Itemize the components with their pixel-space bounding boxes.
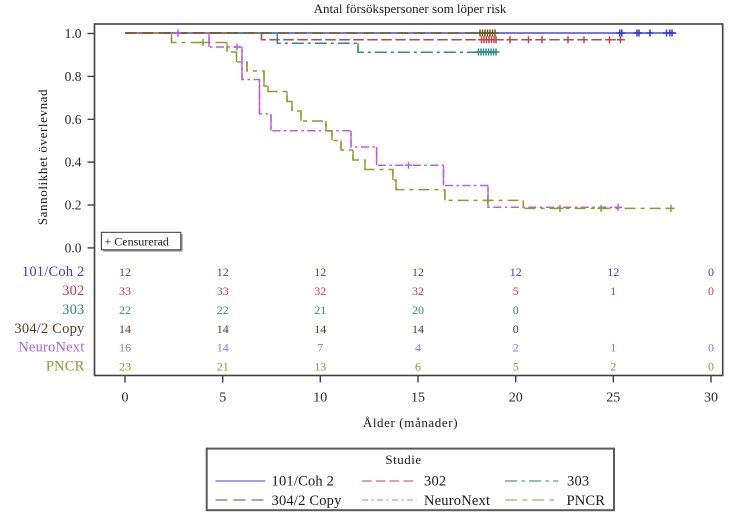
svg-text:21: 21	[314, 303, 326, 317]
svg-text:7: 7	[317, 341, 323, 355]
svg-text:22: 22	[119, 303, 131, 317]
svg-text:0.8: 0.8	[65, 69, 82, 84]
svg-text:0: 0	[708, 265, 714, 279]
svg-text:4: 4	[415, 341, 421, 355]
svg-text:5: 5	[513, 284, 519, 298]
svg-text:15: 15	[411, 391, 425, 406]
svg-text:10: 10	[313, 391, 327, 406]
svg-text:NeuroNext: NeuroNext	[424, 493, 490, 509]
svg-text:1: 1	[610, 341, 616, 355]
svg-text:0: 0	[513, 303, 519, 317]
svg-text:30: 30	[704, 391, 718, 406]
svg-text:20: 20	[412, 303, 424, 317]
svg-text:Studie: Studie	[385, 452, 421, 467]
svg-text:303: 303	[567, 473, 589, 489]
svg-text:Sannolikhet överlevnad: Sannolikhet överlevnad	[35, 89, 50, 225]
svg-text:PNCR: PNCR	[567, 493, 606, 509]
svg-text:25: 25	[606, 391, 620, 406]
svg-text:33: 33	[217, 284, 229, 298]
svg-text:0.2: 0.2	[65, 198, 82, 213]
svg-text:303: 303	[62, 302, 84, 318]
svg-text:20: 20	[509, 391, 523, 406]
svg-text:0: 0	[122, 391, 129, 406]
svg-text:32: 32	[412, 284, 424, 298]
svg-text:0: 0	[708, 341, 714, 355]
svg-text:302: 302	[62, 283, 84, 299]
svg-text:12: 12	[607, 265, 619, 279]
svg-text:0.4: 0.4	[65, 155, 82, 170]
svg-text:304/2 Copy: 304/2 Copy	[272, 493, 343, 509]
svg-text:23: 23	[119, 359, 131, 373]
svg-text:12: 12	[217, 265, 229, 279]
svg-text:12: 12	[412, 265, 424, 279]
svg-text:1.0: 1.0	[65, 26, 82, 41]
svg-text:304/2 Copy: 304/2 Copy	[14, 321, 85, 337]
svg-text:2: 2	[610, 359, 616, 373]
svg-text:14: 14	[119, 322, 131, 336]
svg-text:12: 12	[510, 265, 522, 279]
svg-text:1: 1	[610, 284, 616, 298]
svg-text:0.6: 0.6	[65, 112, 82, 127]
svg-text:PNCR: PNCR	[46, 358, 85, 374]
svg-text:12: 12	[314, 265, 326, 279]
svg-text:0: 0	[708, 359, 714, 373]
svg-text:0.0: 0.0	[65, 240, 82, 255]
svg-text:5: 5	[513, 359, 519, 373]
svg-text:2: 2	[513, 341, 519, 355]
svg-text:302: 302	[424, 473, 446, 489]
svg-text:NeuroNext: NeuroNext	[18, 340, 84, 356]
svg-text:14: 14	[217, 322, 229, 336]
svg-text:0: 0	[708, 284, 714, 298]
svg-text:32: 32	[314, 284, 326, 298]
svg-text:Antal försökspersoner som löpe: Antal försökspersoner som löper risk	[314, 1, 507, 16]
svg-text:12: 12	[119, 265, 131, 279]
svg-text:101/Coh 2: 101/Coh 2	[272, 473, 335, 489]
svg-text:Ålder (månader): Ålder (månader)	[363, 415, 458, 430]
svg-text:5: 5	[219, 391, 226, 406]
svg-text:33: 33	[119, 284, 131, 298]
svg-text:0: 0	[513, 322, 519, 336]
svg-text:14: 14	[314, 322, 326, 336]
svg-text:14: 14	[412, 322, 424, 336]
svg-text:22: 22	[217, 303, 229, 317]
svg-text:21: 21	[217, 359, 229, 373]
svg-text:6: 6	[415, 359, 421, 373]
svg-text:16: 16	[119, 341, 131, 355]
svg-text:13: 13	[314, 359, 326, 373]
svg-text:+ Censurerad: + Censurerad	[105, 235, 169, 249]
svg-text:14: 14	[217, 341, 229, 355]
svg-text:101/Coh 2: 101/Coh 2	[22, 264, 85, 280]
